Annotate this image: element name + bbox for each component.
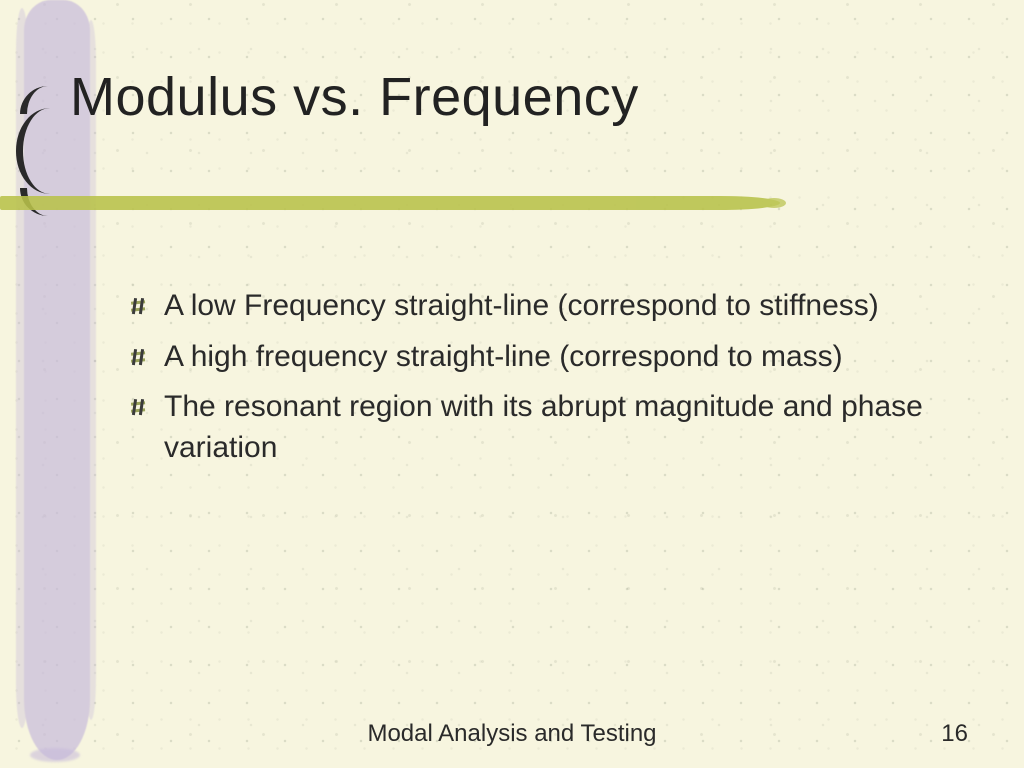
bullet-text: The resonant region with its abrupt magn… (164, 387, 964, 468)
slide-title: Modulus vs. Frequency (70, 66, 639, 128)
list-item: A low Frequency straight-line (correspon… (128, 286, 964, 327)
slide-body: A low Frequency straight-line (correspon… (128, 286, 964, 478)
footer-title: Modal Analysis and Testing (0, 720, 1024, 748)
bullet-hash-icon (128, 347, 150, 369)
vertical-paint-stroke-tail (30, 748, 80, 762)
bullet-hash-icon (128, 397, 150, 419)
bullet-text: A low Frequency straight-line (correspon… (164, 286, 964, 327)
bullet-text: A high frequency straight-line (correspo… (164, 337, 964, 378)
list-item: A high frequency straight-line (correspo… (128, 337, 964, 378)
list-item: The resonant region with its abrupt magn… (128, 387, 964, 468)
title-underline-stroke (0, 196, 780, 210)
bullet-hash-icon (128, 296, 150, 318)
page-number: 16 (941, 720, 968, 748)
